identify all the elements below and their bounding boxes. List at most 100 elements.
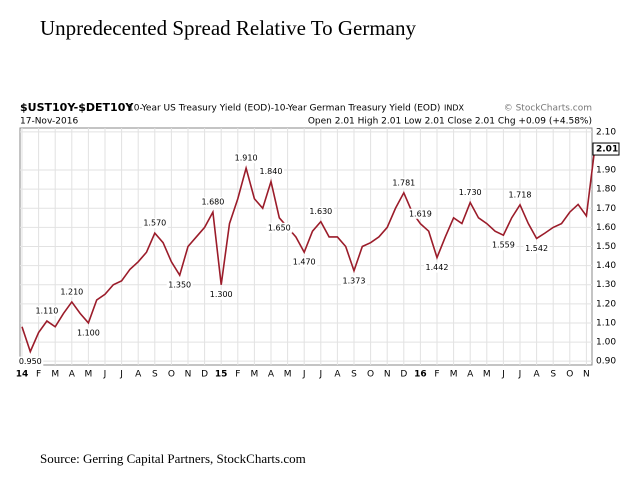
annotation-box [141, 218, 168, 229]
x-tick-label: D [201, 370, 208, 380]
y-tick-label: 1.00 [596, 338, 616, 348]
annotation: 1.559 [492, 241, 515, 250]
y-tick-label: 1.80 [596, 185, 616, 195]
y-tick-label: 1.90 [596, 166, 616, 176]
annotation: 1.373 [343, 276, 366, 285]
x-tick-label: S [550, 370, 556, 380]
annotation-box [208, 289, 235, 300]
y-tick-label: 1.10 [596, 318, 616, 328]
last-value-label: 2.01 [596, 145, 618, 155]
annotation: 1.619 [409, 209, 432, 218]
x-tick-label: O [168, 370, 175, 380]
x-tick-label: O [566, 370, 573, 380]
x-tick-label: J [119, 370, 123, 380]
x-tick-label: J [501, 370, 505, 380]
y-tick-label: 2.10 [596, 127, 616, 137]
annotation: 1.650 [268, 223, 291, 232]
annotation-box [258, 166, 284, 177]
annotation: 1.470 [293, 258, 316, 267]
annotation: 1.210 [60, 287, 83, 296]
y-tick-label: 1.60 [596, 223, 616, 233]
annotation-box [291, 257, 318, 268]
annotation: 0.950 [19, 357, 42, 366]
x-tick-label: M [284, 370, 292, 380]
x-tick-label: M [450, 370, 458, 380]
annotation-box [233, 153, 260, 164]
x-tick-label: F [36, 370, 41, 380]
annotation-box [58, 286, 85, 297]
x-tick-label: A [534, 370, 541, 380]
annotation: 1.110 [35, 307, 58, 316]
x-tick-label: A [467, 370, 474, 380]
last-value-box [592, 142, 620, 156]
annotation: 1.910 [235, 154, 258, 163]
annotation-box [523, 243, 550, 254]
annotation: 1.630 [309, 207, 332, 216]
x-tick-label: J [103, 370, 107, 380]
annotation: 1.781 [392, 178, 415, 187]
x-tick-label: D [400, 370, 407, 380]
x-tick-label: M [85, 370, 93, 380]
y-tick-label: 1.50 [596, 242, 616, 252]
annotation-box [33, 306, 60, 317]
y-tick-label: 1.70 [596, 204, 616, 214]
y-tick-label: 1.30 [596, 280, 616, 290]
annotation: 1.442 [426, 263, 449, 272]
x-tick-label: A [69, 370, 76, 380]
x-tick-label: 16 [414, 370, 427, 380]
x-tick-label: N [384, 370, 391, 380]
annotation-box [341, 275, 367, 286]
x-tick-label: M [483, 370, 491, 380]
x-tick-label: J [318, 370, 322, 380]
x-tick-label: M [251, 370, 259, 380]
x-tick-label: J [518, 370, 522, 380]
x-tick-label: S [351, 370, 357, 380]
annotation-box [407, 208, 434, 219]
x-tick-label: N [583, 370, 590, 380]
x-tick-label: A [334, 370, 341, 380]
chart-title: Unpredecented Spread Relative To Germany [40, 16, 417, 40]
x-tick-label: M [51, 370, 59, 380]
annotation: 1.542 [525, 244, 548, 253]
annotation-box [75, 327, 102, 338]
x-tick-label: A [268, 370, 275, 380]
annotation-box [457, 187, 484, 198]
y-tick-label: 1.20 [596, 299, 616, 309]
annotation-box [199, 197, 226, 208]
x-tick-label: F [434, 370, 439, 380]
annotation: 1.300 [210, 290, 233, 299]
annotation: 1.680 [201, 198, 224, 207]
annotation-box [390, 177, 417, 188]
quote: Open 2.01 High 2.01 Low 2.01 Close 2.01 … [308, 117, 592, 127]
x-tick-label: 15 [215, 370, 228, 380]
source: Source: Gerring Capital Partners, StockC… [40, 451, 306, 466]
x-tick-label: O [367, 370, 374, 380]
x-tick-label: N [185, 370, 192, 380]
symbol: $UST10Y-$DET10Y [20, 101, 134, 114]
x-tick-label: S [152, 370, 158, 380]
annotation-box [266, 222, 293, 233]
annotation-box [17, 356, 44, 367]
annotation: 1.100 [77, 328, 100, 337]
annotation-box [424, 262, 450, 273]
line [21, 148, 596, 354]
exchange: INDX [444, 104, 465, 113]
annotation: 1.730 [459, 188, 482, 197]
x-tick-label: F [235, 370, 240, 380]
annotation-box [490, 240, 517, 251]
annotation-box [307, 206, 334, 217]
annotation: 1.350 [168, 281, 191, 290]
date: 17-Nov-2016 [20, 117, 78, 127]
y-tick-label: 1.40 [596, 261, 616, 271]
annotation-box [166, 280, 193, 291]
annotation: 1.570 [143, 219, 166, 228]
annotation: 1.840 [260, 167, 283, 176]
credit: © StockCharts.com [504, 104, 592, 114]
x-tick-label: 14 [16, 370, 29, 380]
annotation-box [507, 189, 533, 200]
y-tick-label: 0.90 [596, 357, 616, 367]
x-tick-label: J [302, 370, 306, 380]
description: 10-Year US Treasury Yield (EOD)-10-Year … [128, 104, 440, 114]
x-tick-label: A [135, 370, 142, 380]
